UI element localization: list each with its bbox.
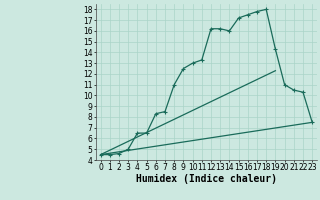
X-axis label: Humidex (Indice chaleur): Humidex (Indice chaleur) <box>136 174 277 184</box>
